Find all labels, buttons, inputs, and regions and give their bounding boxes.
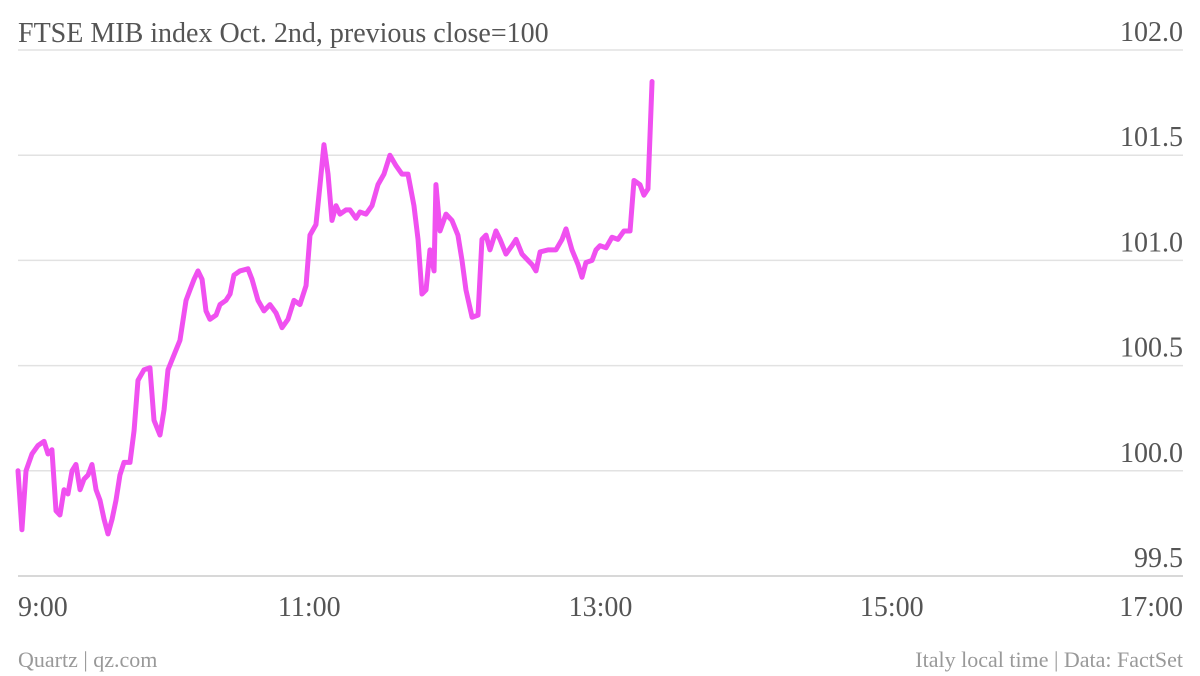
x-tick-label: 9:00 [18,592,68,623]
y-tick-label: 101.5 [1120,122,1183,153]
y-tick-label: 102.0 [1120,17,1183,48]
chart-title: FTSE MIB index Oct. 2nd, previous close=… [18,18,549,49]
y-tick-label: 101.0 [1120,227,1183,258]
x-tick-label: 11:00 [278,592,341,623]
x-tick-label: 13:00 [569,592,633,623]
y-tick-label: 99.5 [1134,543,1183,574]
x-tick-label: 15:00 [860,592,924,623]
source-right: Italy local time | Data: FactSet [915,647,1183,672]
data-line [15,79,655,537]
x-tick-label: 17:00 [1119,592,1183,623]
source-left: Quartz | qz.com [18,647,157,672]
y-tick-label: 100.0 [1120,438,1183,469]
y-tick-label: 100.5 [1120,333,1183,364]
